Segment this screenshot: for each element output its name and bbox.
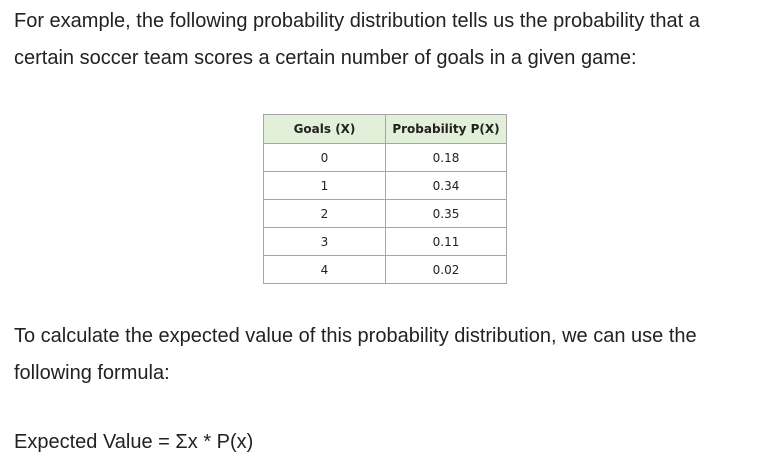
- goals-cell: 1: [263, 171, 386, 200]
- table-row: 1 0.34: [263, 171, 507, 200]
- table-header-row: Goals (X) Probability P(X): [263, 114, 507, 144]
- goals-cell: 4: [263, 255, 386, 284]
- probability-distribution-table: Goals (X) Probability P(X) 0 0.18 1 0.34…: [263, 114, 507, 284]
- table-row: 0 0.18: [263, 143, 507, 172]
- header-goals: Goals (X): [263, 114, 386, 144]
- table-row: 3 0.11: [263, 227, 507, 256]
- table-row: 4 0.02: [263, 255, 507, 284]
- intro-paragraph: For example, the following probability d…: [14, 10, 700, 69]
- probability-cell: 0.35: [385, 199, 507, 228]
- probability-cell: 0.11: [385, 227, 507, 256]
- probability-cell: 0.34: [385, 171, 507, 200]
- header-probability: Probability P(X): [385, 114, 507, 144]
- probability-cell: 0.02: [385, 255, 507, 284]
- expected-value-formula: Expected Value = Σx * P(x): [14, 431, 254, 453]
- table-row: 2 0.35: [263, 199, 507, 228]
- goals-cell: 3: [263, 227, 386, 256]
- calculation-paragraph: To calculate the expected value of this …: [14, 325, 697, 384]
- goals-cell: 2: [263, 199, 386, 228]
- goals-cell: 0: [263, 143, 386, 172]
- probability-cell: 0.18: [385, 143, 507, 172]
